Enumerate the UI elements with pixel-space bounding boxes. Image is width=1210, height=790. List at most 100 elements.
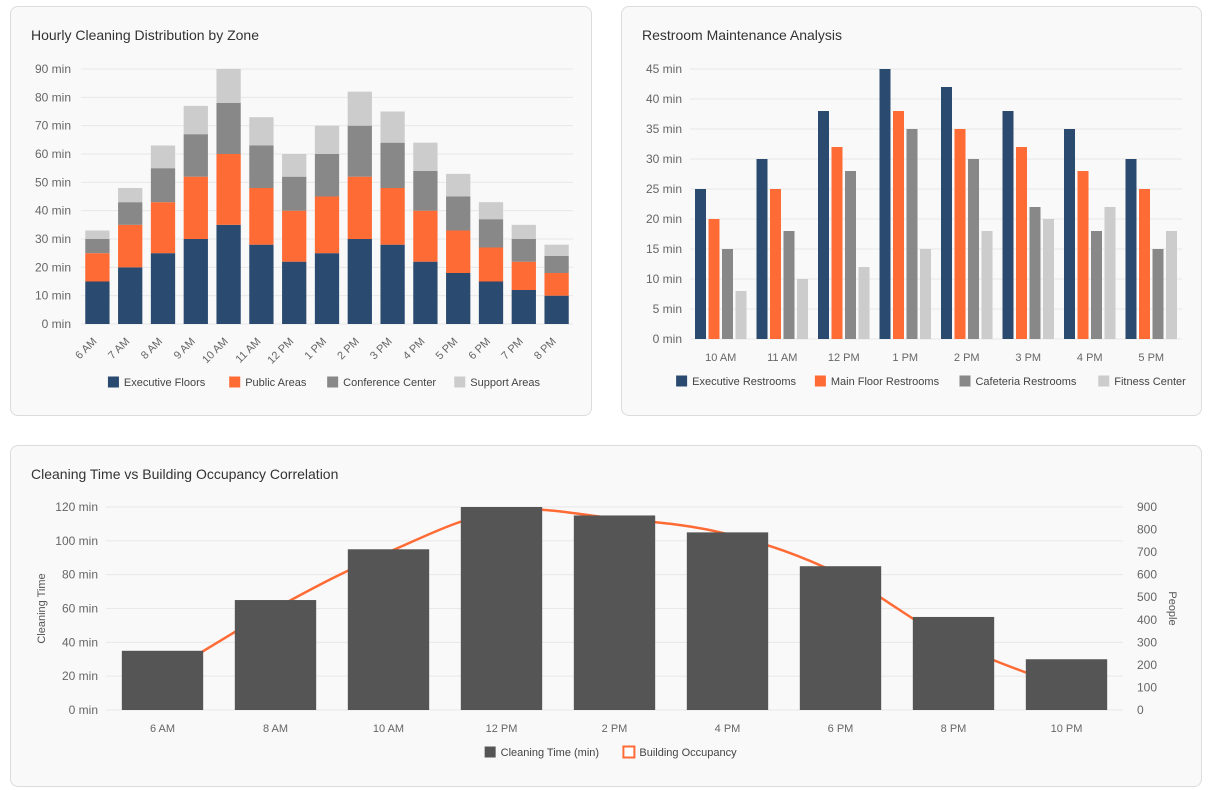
bar-main-floor-restrooms-2-pm bbox=[954, 129, 966, 339]
bar-executive-floors-11-am bbox=[249, 244, 274, 324]
x-tick-label: 1 PM bbox=[892, 352, 918, 364]
zone-chart: 0 min 10 min 20 min 30 min 40 min 50 min 60 mi… bbox=[35, 62, 573, 389]
x-tick-label: 8 AM bbox=[139, 336, 165, 362]
bar-executive-restrooms-12-pm bbox=[818, 111, 829, 339]
bar-fitness-center-3-pm bbox=[1043, 219, 1054, 339]
x-tick-label: 12 PM bbox=[265, 336, 296, 367]
bar-support-areas-7-am bbox=[118, 188, 143, 203]
bar-cafeteria-restrooms-12-pm bbox=[845, 171, 856, 339]
bar-executive-restrooms-5-pm bbox=[1125, 159, 1137, 339]
bar-cafeteria-restrooms-2-pm bbox=[968, 159, 979, 339]
x-tick-label: 6 AM bbox=[150, 723, 175, 735]
bar-executive-floors-10-am bbox=[216, 224, 241, 324]
y-tick-label: 80 min bbox=[62, 568, 98, 582]
x-tick-label: 7 PM bbox=[499, 336, 526, 363]
x-tick-label: 5 PM bbox=[1138, 352, 1164, 364]
y-tick-label: 60 min bbox=[62, 602, 98, 616]
legend-swatch-conference-center bbox=[327, 376, 339, 388]
bar-main-floor-restrooms-1-pm bbox=[893, 111, 904, 339]
y-tick-label: 25 min bbox=[646, 182, 682, 196]
x-tick-label: 3 PM bbox=[368, 336, 395, 363]
x-tick-label: 8 AM bbox=[263, 723, 288, 735]
bar-public-areas-10-am bbox=[216, 154, 241, 225]
bar-executive-floors-8-am bbox=[150, 253, 176, 324]
bar-support-areas-11-am bbox=[249, 117, 274, 146]
bar-support-areas-12-pm bbox=[282, 154, 307, 177]
y2-tick-label: 600 bbox=[1137, 568, 1157, 582]
x-tick-label: 11 AM bbox=[234, 336, 264, 366]
bar-conference-center-10-am bbox=[216, 103, 241, 154]
bar-executive-floors-5-pm bbox=[446, 273, 471, 324]
bar-executive-restrooms-3-pm bbox=[1002, 111, 1014, 339]
bar-public-areas-7-pm bbox=[511, 261, 536, 290]
bar-executive-floors-1-pm bbox=[314, 253, 340, 324]
y-tick-label: 20 min bbox=[62, 669, 98, 683]
x-tick-label: 6 AM bbox=[73, 336, 99, 362]
restroom-chart-title: Restroom Maintenance Analysis bbox=[642, 27, 842, 43]
bar-fitness-center-2-pm bbox=[981, 231, 993, 339]
bar-cleaning-time-6-pm bbox=[799, 566, 882, 710]
y-tick-label: 30 min bbox=[35, 232, 71, 246]
y-tick-label: 10 min bbox=[646, 272, 682, 286]
bar-conference-center-12-pm bbox=[282, 176, 307, 211]
y-tick-label: 120 min bbox=[55, 500, 98, 514]
y-tick-label: 35 min bbox=[646, 122, 682, 136]
bar-public-areas-6-pm bbox=[478, 247, 504, 282]
zone-chart-title: Hourly Cleaning Distribution by Zone bbox=[31, 27, 259, 43]
bar-public-areas-4-pm bbox=[413, 210, 438, 262]
bar-cleaning-time-4-pm bbox=[686, 532, 769, 710]
y2-tick-label: 100 bbox=[1137, 680, 1157, 694]
correlation-chart: 0 min 20 min 40 min 60 min 80 min 100 min 120 … bbox=[36, 500, 1178, 759]
legend-swatch-cleaning-time-min bbox=[484, 746, 496, 758]
bar-conference-center-5-pm bbox=[446, 196, 471, 231]
y-tick-label: 30 min bbox=[646, 152, 682, 166]
bar-conference-center-2-pm bbox=[347, 125, 372, 177]
legend-label-executive-restrooms: Executive Restrooms bbox=[692, 376, 796, 388]
bar-cafeteria-restrooms-4-pm bbox=[1091, 231, 1102, 339]
legend-label-fitness-center: Fitness Center bbox=[1114, 376, 1186, 388]
x-tick-label: 7 AM bbox=[106, 336, 132, 362]
legend-swatch-executive-restrooms bbox=[676, 375, 688, 387]
x-tick-label: 8 PM bbox=[532, 336, 559, 363]
legend-swatch-fitness-center bbox=[1098, 375, 1110, 387]
y-tick-label: 20 min bbox=[35, 260, 71, 274]
bar-conference-center-8-pm bbox=[544, 256, 569, 273]
bar-cleaning-time-2-pm bbox=[573, 515, 656, 710]
x-tick-label: 12 PM bbox=[828, 352, 860, 364]
legend-swatch-building-occupancy bbox=[622, 745, 636, 759]
zone-chart-card: Hourly Cleaning Distribution by Zone 0 m… bbox=[10, 6, 592, 416]
legend-swatch-public-areas bbox=[229, 376, 241, 388]
restroom-chart: 0 min 5 min 10 min 15 min 20 min 25 min 30 min… bbox=[646, 62, 1186, 388]
y2-tick-label: 500 bbox=[1137, 590, 1157, 604]
x-tick-label: 10 AM bbox=[200, 336, 231, 367]
y2-axis-title: People bbox=[1166, 591, 1178, 625]
bar-cafeteria-restrooms-11-am bbox=[783, 231, 795, 339]
y-tick-label: 45 min bbox=[646, 62, 682, 76]
x-tick-label: 5 PM bbox=[434, 336, 461, 363]
y-tick-label: 80 min bbox=[35, 90, 71, 104]
bar-main-floor-restrooms-3-pm bbox=[1016, 147, 1027, 339]
y2-tick-label: 800 bbox=[1137, 523, 1157, 537]
bar-executive-floors-8-pm bbox=[544, 295, 569, 324]
y-tick-label: 40 min bbox=[35, 204, 71, 218]
bar-executive-floors-6-pm bbox=[478, 281, 504, 324]
bar-cleaning-time-6-am bbox=[121, 650, 204, 710]
x-tick-label: 1 PM bbox=[302, 336, 329, 363]
bar-executive-restrooms-10-am bbox=[695, 189, 706, 339]
bar-public-areas-5-pm bbox=[446, 230, 471, 273]
y-axis-title: Cleaning Time bbox=[36, 573, 48, 643]
y2-tick-label: 0 bbox=[1137, 703, 1144, 717]
bar-fitness-center-10-am bbox=[735, 291, 747, 339]
correlation-chart-card: Cleaning Time vs Building Occupancy Corr… bbox=[10, 445, 1202, 787]
bar-cleaning-time-8-am bbox=[234, 600, 317, 710]
bar-main-floor-restrooms-4-pm bbox=[1077, 171, 1089, 339]
x-tick-label: 2 PM bbox=[954, 352, 980, 364]
y2-tick-label: 700 bbox=[1137, 545, 1157, 559]
legend-label-main-floor-restrooms: Main Floor Restrooms bbox=[831, 376, 940, 388]
bar-conference-center-1-pm bbox=[314, 154, 340, 197]
legend-swatch-cafeteria-restrooms bbox=[959, 375, 971, 387]
bar-support-areas-5-pm bbox=[446, 173, 471, 197]
bar-support-areas-7-pm bbox=[511, 224, 536, 239]
y2-tick-label: 200 bbox=[1137, 658, 1157, 672]
x-tick-label: 4 PM bbox=[1077, 352, 1103, 364]
